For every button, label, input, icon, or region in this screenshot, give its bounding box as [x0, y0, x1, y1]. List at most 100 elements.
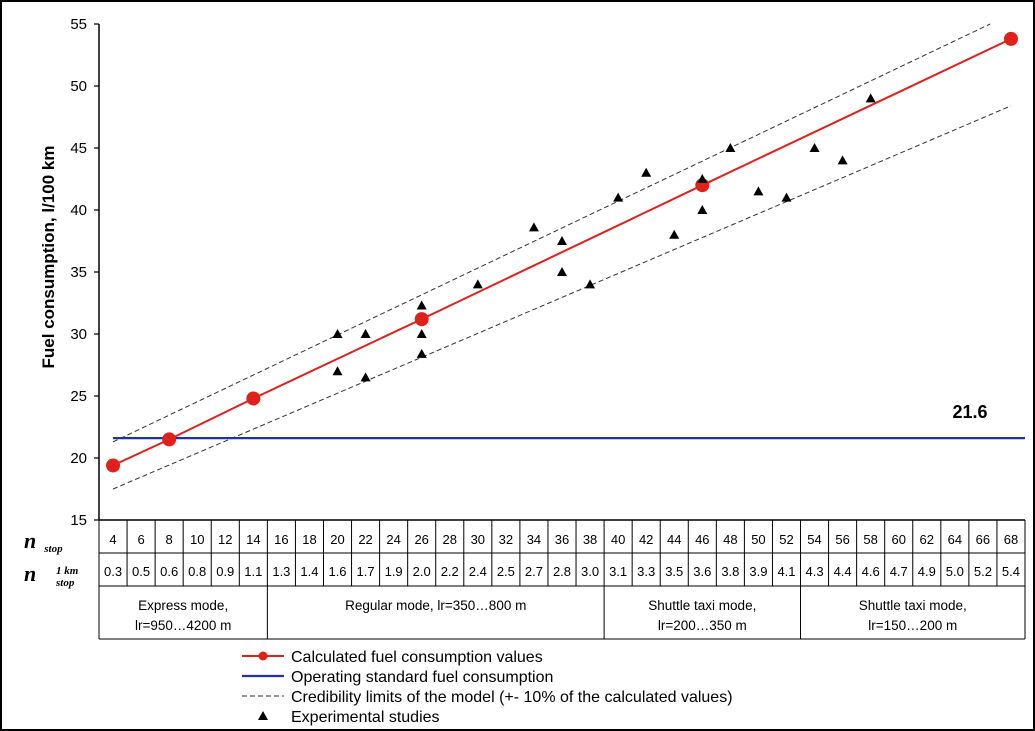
calculated-point — [246, 391, 261, 406]
calculated-series — [106, 31, 1018, 473]
n-stop-per-km-cell: 0.6 — [160, 564, 178, 579]
n-stop-cell: 56 — [835, 532, 849, 547]
experimental-point — [332, 366, 343, 376]
legend-standard-label: Operating standard fuel consumption — [291, 669, 553, 686]
y-tick-label: 20 — [70, 450, 87, 467]
n-stop-cell: 42 — [639, 532, 653, 547]
mode-label-line2: lr=950…4200 m — [135, 618, 231, 633]
n-stop-cell: 38 — [583, 532, 597, 547]
n-stop-cell: 68 — [1004, 532, 1018, 547]
n-stop-per-km-cell: 2.0 — [413, 564, 431, 579]
experimental-point — [416, 348, 427, 358]
calculated-line — [112, 37, 1012, 467]
experimental-point — [472, 279, 483, 289]
calculated-point — [162, 432, 177, 447]
n-stop-cell: 6 — [137, 532, 144, 547]
n-stop-cell: 4 — [109, 532, 116, 547]
experimental-point — [557, 267, 567, 276]
n-stop-per-km-cell: 1.4 — [300, 564, 318, 579]
n-stop-symbol: n — [24, 528, 36, 553]
n-stop-per-km-cell: 5.2 — [974, 564, 992, 579]
n-stop-per-km-cell: 2.5 — [497, 564, 515, 579]
y-tick-label: 15 — [70, 512, 87, 529]
legend-calculated-label: Calculated fuel consumption values — [291, 649, 543, 666]
n-stop-cell: 30 — [471, 532, 485, 547]
x-row-labels: n stop n 1 km stop — [24, 528, 79, 589]
calculated-point — [414, 312, 429, 327]
experimental-point — [865, 93, 876, 103]
experimental-point — [416, 329, 427, 338]
n-stop-per-km-cell: 1.3 — [272, 564, 290, 579]
n-stop-cell: 58 — [863, 532, 877, 547]
y-tick-label: 45 — [70, 140, 87, 157]
n-stop-per-km-cell: 1.6 — [328, 564, 346, 579]
n-stop-per-km-cell: 3.0 — [581, 564, 599, 579]
n-stop-per-km-cell: 5.0 — [946, 564, 964, 579]
mode-label-line1: Shuttle taxi mode, — [859, 598, 967, 613]
n-stop-per-km-subscript: stop — [55, 577, 75, 589]
legend: Calculated fuel consumption values Operat… — [242, 649, 733, 726]
n-stop-per-km-cell: 5.4 — [1002, 564, 1020, 579]
n-stop-cell: 20 — [330, 532, 344, 547]
n-stop-cell: 50 — [751, 532, 765, 547]
n-stop-cell: 32 — [499, 532, 513, 547]
y-tick-label: 55 — [70, 16, 87, 33]
n-stop-per-km-cell: 3.1 — [609, 564, 627, 579]
n-stop-cell: 54 — [807, 532, 821, 547]
credibility-limits — [112, 23, 1012, 490]
n-stop-cell: 8 — [166, 532, 173, 547]
n-stop-per-km-cell: 3.9 — [749, 564, 767, 579]
n-stop-per-km-cell: 1.7 — [357, 564, 375, 579]
x-axis-table: 4 6 8 10 12 14 16 18 20 22 24 26 28 30 32 34 36 38 40 42 44 4… — [98, 520, 1026, 640]
n-stop-per-km-cell: 1.1 — [244, 564, 262, 579]
n-stop-cell: 44 — [667, 532, 681, 547]
n-stop-per-km-cell: 2.7 — [525, 564, 543, 579]
n-stop-cell: 40 — [611, 532, 625, 547]
experimental-points — [332, 93, 876, 382]
calculated-point — [106, 458, 121, 473]
y-tick-labels: 15 20 25 30 35 40 45 50 55 — [70, 16, 87, 529]
n-stop-subscript: stop — [43, 543, 63, 555]
n-stop-cell: 34 — [527, 532, 541, 547]
experimental-point — [781, 192, 792, 202]
n-stop-cell: 64 — [948, 532, 962, 547]
n-stop-cell: 36 — [555, 532, 569, 547]
legend-experimental-label: Experimental studies — [291, 709, 440, 726]
n-stop-cell: 66 — [976, 532, 990, 547]
n-stop-per-km-cell: 4.4 — [834, 564, 852, 579]
legend-experimental-marker — [258, 711, 268, 720]
y-tick-label: 40 — [70, 202, 87, 219]
n-stop-cell: 10 — [190, 532, 204, 547]
experimental-point — [697, 205, 708, 214]
experimental-point — [585, 279, 596, 289]
n-stop-per-km-cell: 3.5 — [665, 564, 683, 579]
n-stop-row-label: n stop — [24, 528, 63, 555]
n-stop-cell: 52 — [779, 532, 793, 547]
experimental-point — [416, 300, 427, 310]
experimental-point — [641, 167, 652, 177]
n-stop-cell: 22 — [358, 532, 372, 547]
n-stop-cell: 62 — [920, 532, 934, 547]
y-tick-label: 35 — [70, 264, 87, 281]
n-stop-per-km-cell: 1.9 — [385, 564, 403, 579]
n-stop-cell: 16 — [274, 532, 288, 547]
legend-limits-label: Credibility limits of the model (+- 10% … — [291, 689, 733, 706]
mode-label-line1: Shuttle taxi mode, — [648, 598, 756, 613]
axes — [94, 23, 1025, 521]
n-stop-cell: 48 — [723, 532, 737, 547]
n-stop-cell: 12 — [218, 532, 232, 547]
experimental-point — [809, 143, 820, 152]
n-stop-cell: 60 — [891, 532, 905, 547]
n-stop-per-km-superscript: 1 km — [56, 565, 79, 577]
n-stop-per-km-cell: 2.8 — [553, 564, 571, 579]
experimental-point — [837, 155, 848, 165]
experimental-point — [528, 222, 539, 232]
experimental-point — [669, 229, 680, 239]
calculated-point — [1003, 31, 1018, 46]
mode-label-line1: Regular mode, lr=350…800 m — [345, 598, 526, 613]
mode-label-line1: Express mode, — [138, 598, 228, 613]
n-stop-per-km-row-label: n — [24, 561, 36, 586]
y-axis-label: Fuel consumption, l/100 km — [39, 146, 58, 369]
n-stop-per-km-cell: 3.6 — [693, 564, 711, 579]
